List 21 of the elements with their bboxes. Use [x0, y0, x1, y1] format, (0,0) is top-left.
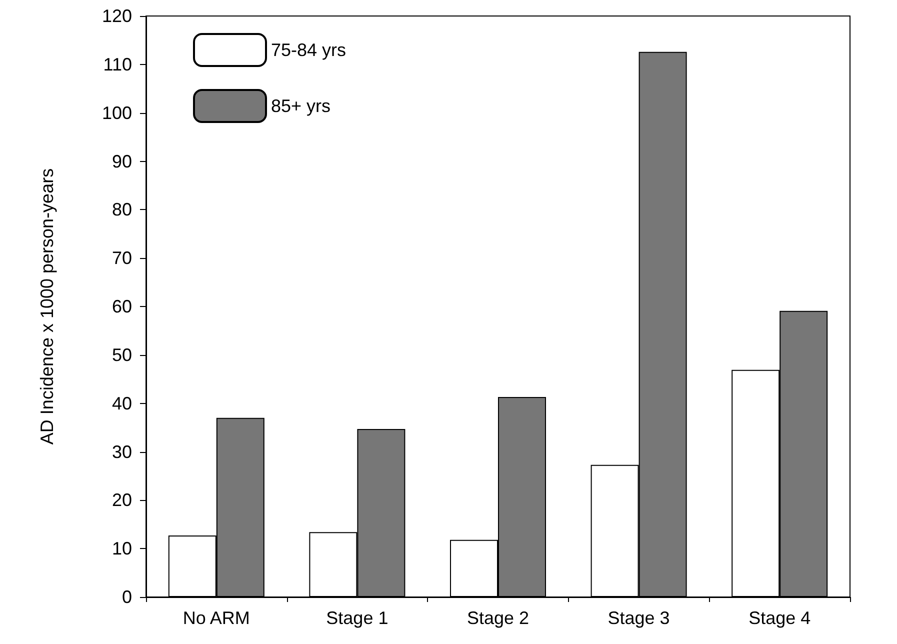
y-tick-label: 30 [112, 442, 132, 462]
y-tick-label: 120 [102, 6, 132, 26]
legend-label: 85+ yrs [271, 96, 331, 116]
y-tick-label: 100 [102, 102, 132, 123]
x-tick-label: Stage 2 [466, 608, 530, 628]
y-tick-label: 0 [122, 587, 132, 607]
x-tick-label: Stage 4 [748, 608, 811, 628]
y-tick-label: 110 [103, 54, 132, 74]
y-tick-label: 90 [112, 151, 132, 172]
y-axis-title: AD Incidence x 1000 person-years [37, 168, 57, 445]
y-tick-label: 40 [112, 393, 132, 414]
y-tick-label: 20 [112, 490, 132, 510]
x-tick-label: Stage 3 [608, 608, 670, 628]
x-tick-label: Stage 1 [326, 608, 388, 628]
y-tick-label: 50 [112, 344, 132, 365]
legend-label: 75-84 yrs [271, 40, 346, 60]
y-tick-label: 70 [112, 248, 132, 268]
x-tick-label: No ARM [182, 608, 250, 628]
y-tick-label: 10 [112, 538, 132, 559]
y-tick-label: 60 [112, 296, 132, 316]
y-tick-label: 80 [112, 200, 132, 220]
